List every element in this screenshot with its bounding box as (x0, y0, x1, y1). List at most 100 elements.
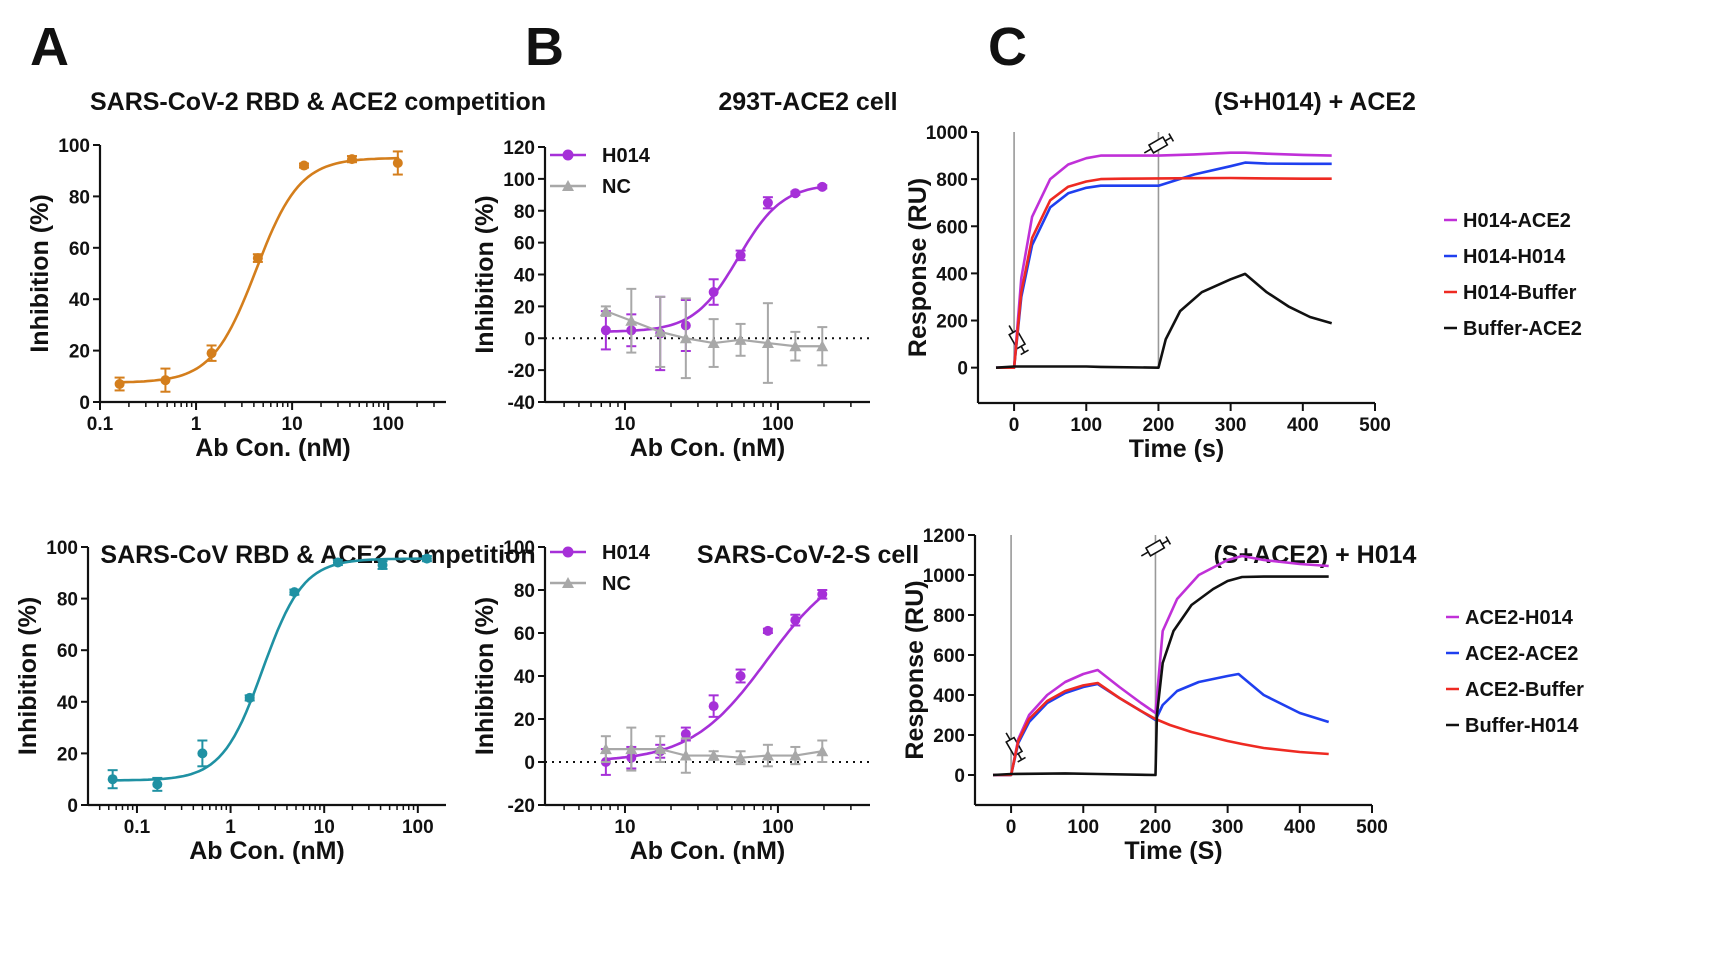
syringe-needle (1005, 732, 1011, 741)
data-point (599, 305, 612, 317)
data-point (107, 774, 118, 785)
legend: ACE2-H014 ACE2-ACE2 ACE2-Buffer Buffer-H014 (1446, 607, 1584, 737)
x-axis-label: Ab Con. (nM) (630, 837, 786, 865)
data-point (816, 340, 829, 352)
data-point (244, 692, 255, 703)
y-tick-label: 40 (69, 290, 90, 311)
syringe-needle (1143, 148, 1152, 154)
legend-marker (562, 180, 574, 191)
syringe-body (1147, 135, 1169, 154)
x-tick-label: 100 (1067, 817, 1099, 838)
data-point (707, 749, 720, 761)
data-point (160, 375, 171, 386)
y-tick-label: 200 (933, 726, 965, 747)
data-point (679, 332, 692, 344)
y-tick-label: 20 (57, 744, 78, 765)
y-tick-label: -20 (508, 361, 535, 382)
legend: H014 NC (550, 542, 651, 595)
y-tick-label: 0 (954, 766, 965, 787)
syringe-plunger (1020, 345, 1026, 353)
syringe-handle (1165, 536, 1172, 545)
chart-title-b-bottom: SARS-CoV-2-S cell (697, 541, 919, 569)
data-point (762, 625, 773, 636)
chart-title-b-top: 293T-ACE2 cell (718, 88, 897, 116)
data-point (817, 181, 828, 192)
data-point (421, 553, 432, 564)
y-tick-label: 1000 (926, 123, 968, 144)
y-tick-label: 600 (936, 217, 968, 238)
data-point (789, 340, 802, 352)
data-point (114, 379, 125, 390)
legend: H014-ACE2 H014-H014 H014-Buffer Buffer-ACE2 (1444, 210, 1582, 340)
syringe-icon (1008, 325, 1029, 356)
y-tick-label: 0 (524, 329, 535, 350)
legend-label: Buffer-H014 (1465, 715, 1579, 737)
y-axis-label: Inhibition (%) (471, 195, 499, 353)
legend-label: H014 (602, 145, 651, 167)
data-point (680, 729, 691, 740)
series-line (993, 681, 1329, 777)
data-point (708, 701, 719, 712)
panel-label-c: C (988, 17, 1027, 77)
fit-curve (605, 594, 825, 761)
y-tick-label: 800 (933, 606, 965, 627)
data-point (346, 154, 357, 165)
syringe-plunger (1161, 539, 1169, 545)
series-line (996, 151, 1332, 369)
series-data (107, 553, 432, 792)
x-axis-label: Ab Con. (nM) (189, 837, 345, 865)
syringe-icon (1005, 732, 1026, 763)
chart-panel-5: 0 200 400 600 800 1000 1200 0 100 200 300 400 500 Tim… (901, 526, 1584, 865)
x-tick-label: 0.1 (124, 817, 151, 838)
legend-marker (562, 149, 574, 161)
syringe-plunger (1017, 753, 1023, 761)
series-buffer-h014 (992, 575, 1329, 777)
chart-title-a-top: SARS-CoV-2 RBD & ACE2 competition (90, 88, 546, 116)
x-tick-label: 300 (1215, 415, 1247, 436)
data-point (735, 671, 746, 681)
y-tick-label: 120 (503, 138, 535, 159)
x-tick-label: 500 (1359, 415, 1391, 436)
y-tick-label: 0 (524, 753, 535, 774)
chart-title-c-top: (S+H014) + ACE2 (1214, 88, 1416, 116)
x-tick-label: 10 (314, 817, 335, 838)
y-tick-label: 60 (69, 239, 90, 260)
series-h014-buffer (996, 176, 1332, 369)
legend: H014 NC (550, 145, 651, 198)
data-point (197, 748, 208, 759)
y-tick-label: 60 (57, 641, 78, 662)
y-tick-label: 100 (58, 136, 90, 157)
data-point (299, 160, 310, 171)
x-axis-label: Time (s) (1129, 435, 1224, 463)
data-point (816, 745, 829, 757)
data-point (252, 253, 263, 264)
y-tick-label: 0 (67, 796, 78, 817)
panel-label-a: A (30, 17, 69, 77)
fit-curve (605, 185, 825, 333)
data-point (708, 287, 719, 298)
x-tick-label: 10 (282, 414, 303, 435)
y-tick-label: 60 (514, 624, 535, 645)
x-tick-label: 100 (762, 817, 794, 838)
data-point (735, 250, 746, 261)
y-tick-label: 100 (46, 538, 78, 559)
x-tick-label: 200 (1143, 415, 1175, 436)
y-tick-label: 600 (933, 646, 965, 667)
data-point (761, 337, 774, 349)
legend-label: ACE2-Buffer (1465, 679, 1584, 701)
y-axis-label: Inhibition (%) (471, 597, 499, 755)
y-tick-label: 1000 (923, 566, 965, 587)
y-tick-label: 40 (514, 266, 535, 287)
x-tick-label: 0 (1006, 817, 1017, 838)
x-tick-label: 1 (225, 817, 236, 838)
series-nc (599, 726, 829, 774)
data-point (625, 314, 638, 326)
y-tick-label: 40 (514, 667, 535, 688)
x-tick-label: 10 (614, 414, 635, 435)
syringe-needle (1008, 325, 1014, 333)
data-point (600, 325, 611, 336)
data-point (289, 587, 300, 598)
series-line (996, 176, 1332, 369)
syringe-handle (1168, 133, 1175, 142)
